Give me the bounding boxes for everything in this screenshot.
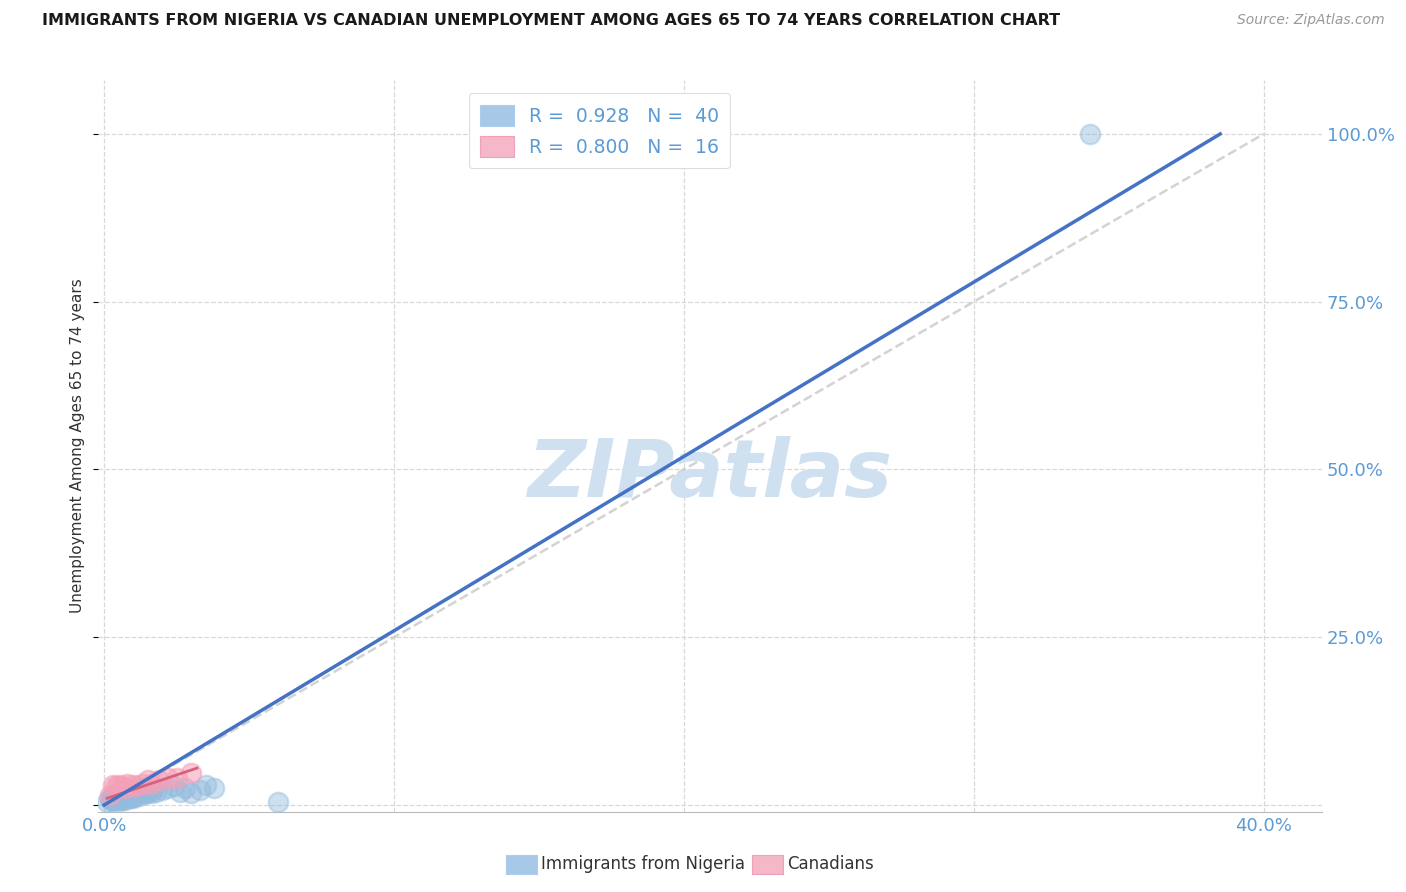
Point: [120, 791, 142, 805]
Text: Source: ZipAtlas.com: Source: ZipAtlas.com: [1237, 13, 1385, 28]
Point: [107, 792, 129, 806]
Point: [148, 772, 170, 787]
Point: [156, 771, 179, 785]
Point: [107, 794, 129, 808]
Point: [188, 783, 211, 797]
Text: IMMIGRANTS FROM NIGERIA VS CANADIAN UNEMPLOYMENT AMONG AGES 65 TO 74 YEARS CORRE: IMMIGRANTS FROM NIGERIA VS CANADIAN UNEM…: [42, 13, 1060, 29]
Point: [107, 790, 129, 805]
Y-axis label: Unemployment Among Ages 65 to 74 years: Unemployment Among Ages 65 to 74 years: [70, 278, 86, 614]
Point: [1078, 127, 1101, 141]
Point: [122, 791, 145, 805]
Point: [202, 781, 225, 796]
Point: [117, 776, 139, 790]
Point: [166, 771, 188, 785]
Point: [267, 795, 290, 809]
Point: [142, 783, 165, 797]
Point: [180, 786, 202, 800]
Point: [98, 792, 121, 806]
Point: [114, 791, 136, 805]
Point: [110, 789, 132, 804]
Point: [194, 778, 217, 792]
Point: [139, 776, 162, 790]
Point: [98, 788, 121, 802]
Point: [169, 784, 191, 798]
Point: [101, 778, 124, 792]
Point: [96, 795, 118, 809]
Point: [131, 776, 153, 790]
Point: [98, 791, 121, 805]
Point: [136, 784, 159, 798]
Point: [101, 789, 124, 804]
Point: [125, 779, 148, 793]
Point: [122, 789, 145, 804]
Text: ZIPatlas: ZIPatlas: [527, 436, 893, 515]
Point: [139, 786, 162, 800]
Point: [107, 778, 129, 792]
Legend: R =  0.928   N =  40, R =  0.800   N =  16: R = 0.928 N = 40, R = 0.800 N = 16: [468, 94, 730, 169]
Point: [101, 794, 124, 808]
Point: [128, 789, 150, 803]
Text: Canadians: Canadians: [787, 855, 875, 873]
Point: [114, 781, 136, 796]
Point: [101, 792, 124, 806]
Point: [110, 792, 132, 806]
Point: [134, 787, 156, 801]
Point: [145, 784, 167, 798]
Point: [174, 781, 197, 796]
Point: [156, 781, 179, 796]
Point: [150, 783, 173, 797]
Point: [114, 792, 136, 806]
Point: [104, 791, 127, 805]
Point: [117, 788, 139, 802]
Text: Immigrants from Nigeria: Immigrants from Nigeria: [541, 855, 745, 873]
Point: [104, 792, 127, 806]
Point: [131, 786, 153, 800]
Point: [122, 778, 145, 792]
Point: [125, 786, 148, 800]
Point: [180, 765, 202, 780]
Point: [104, 779, 127, 793]
Point: [120, 788, 142, 802]
Point: [136, 772, 159, 787]
Point: [117, 789, 139, 804]
Point: [110, 779, 132, 793]
Point: [163, 779, 186, 793]
